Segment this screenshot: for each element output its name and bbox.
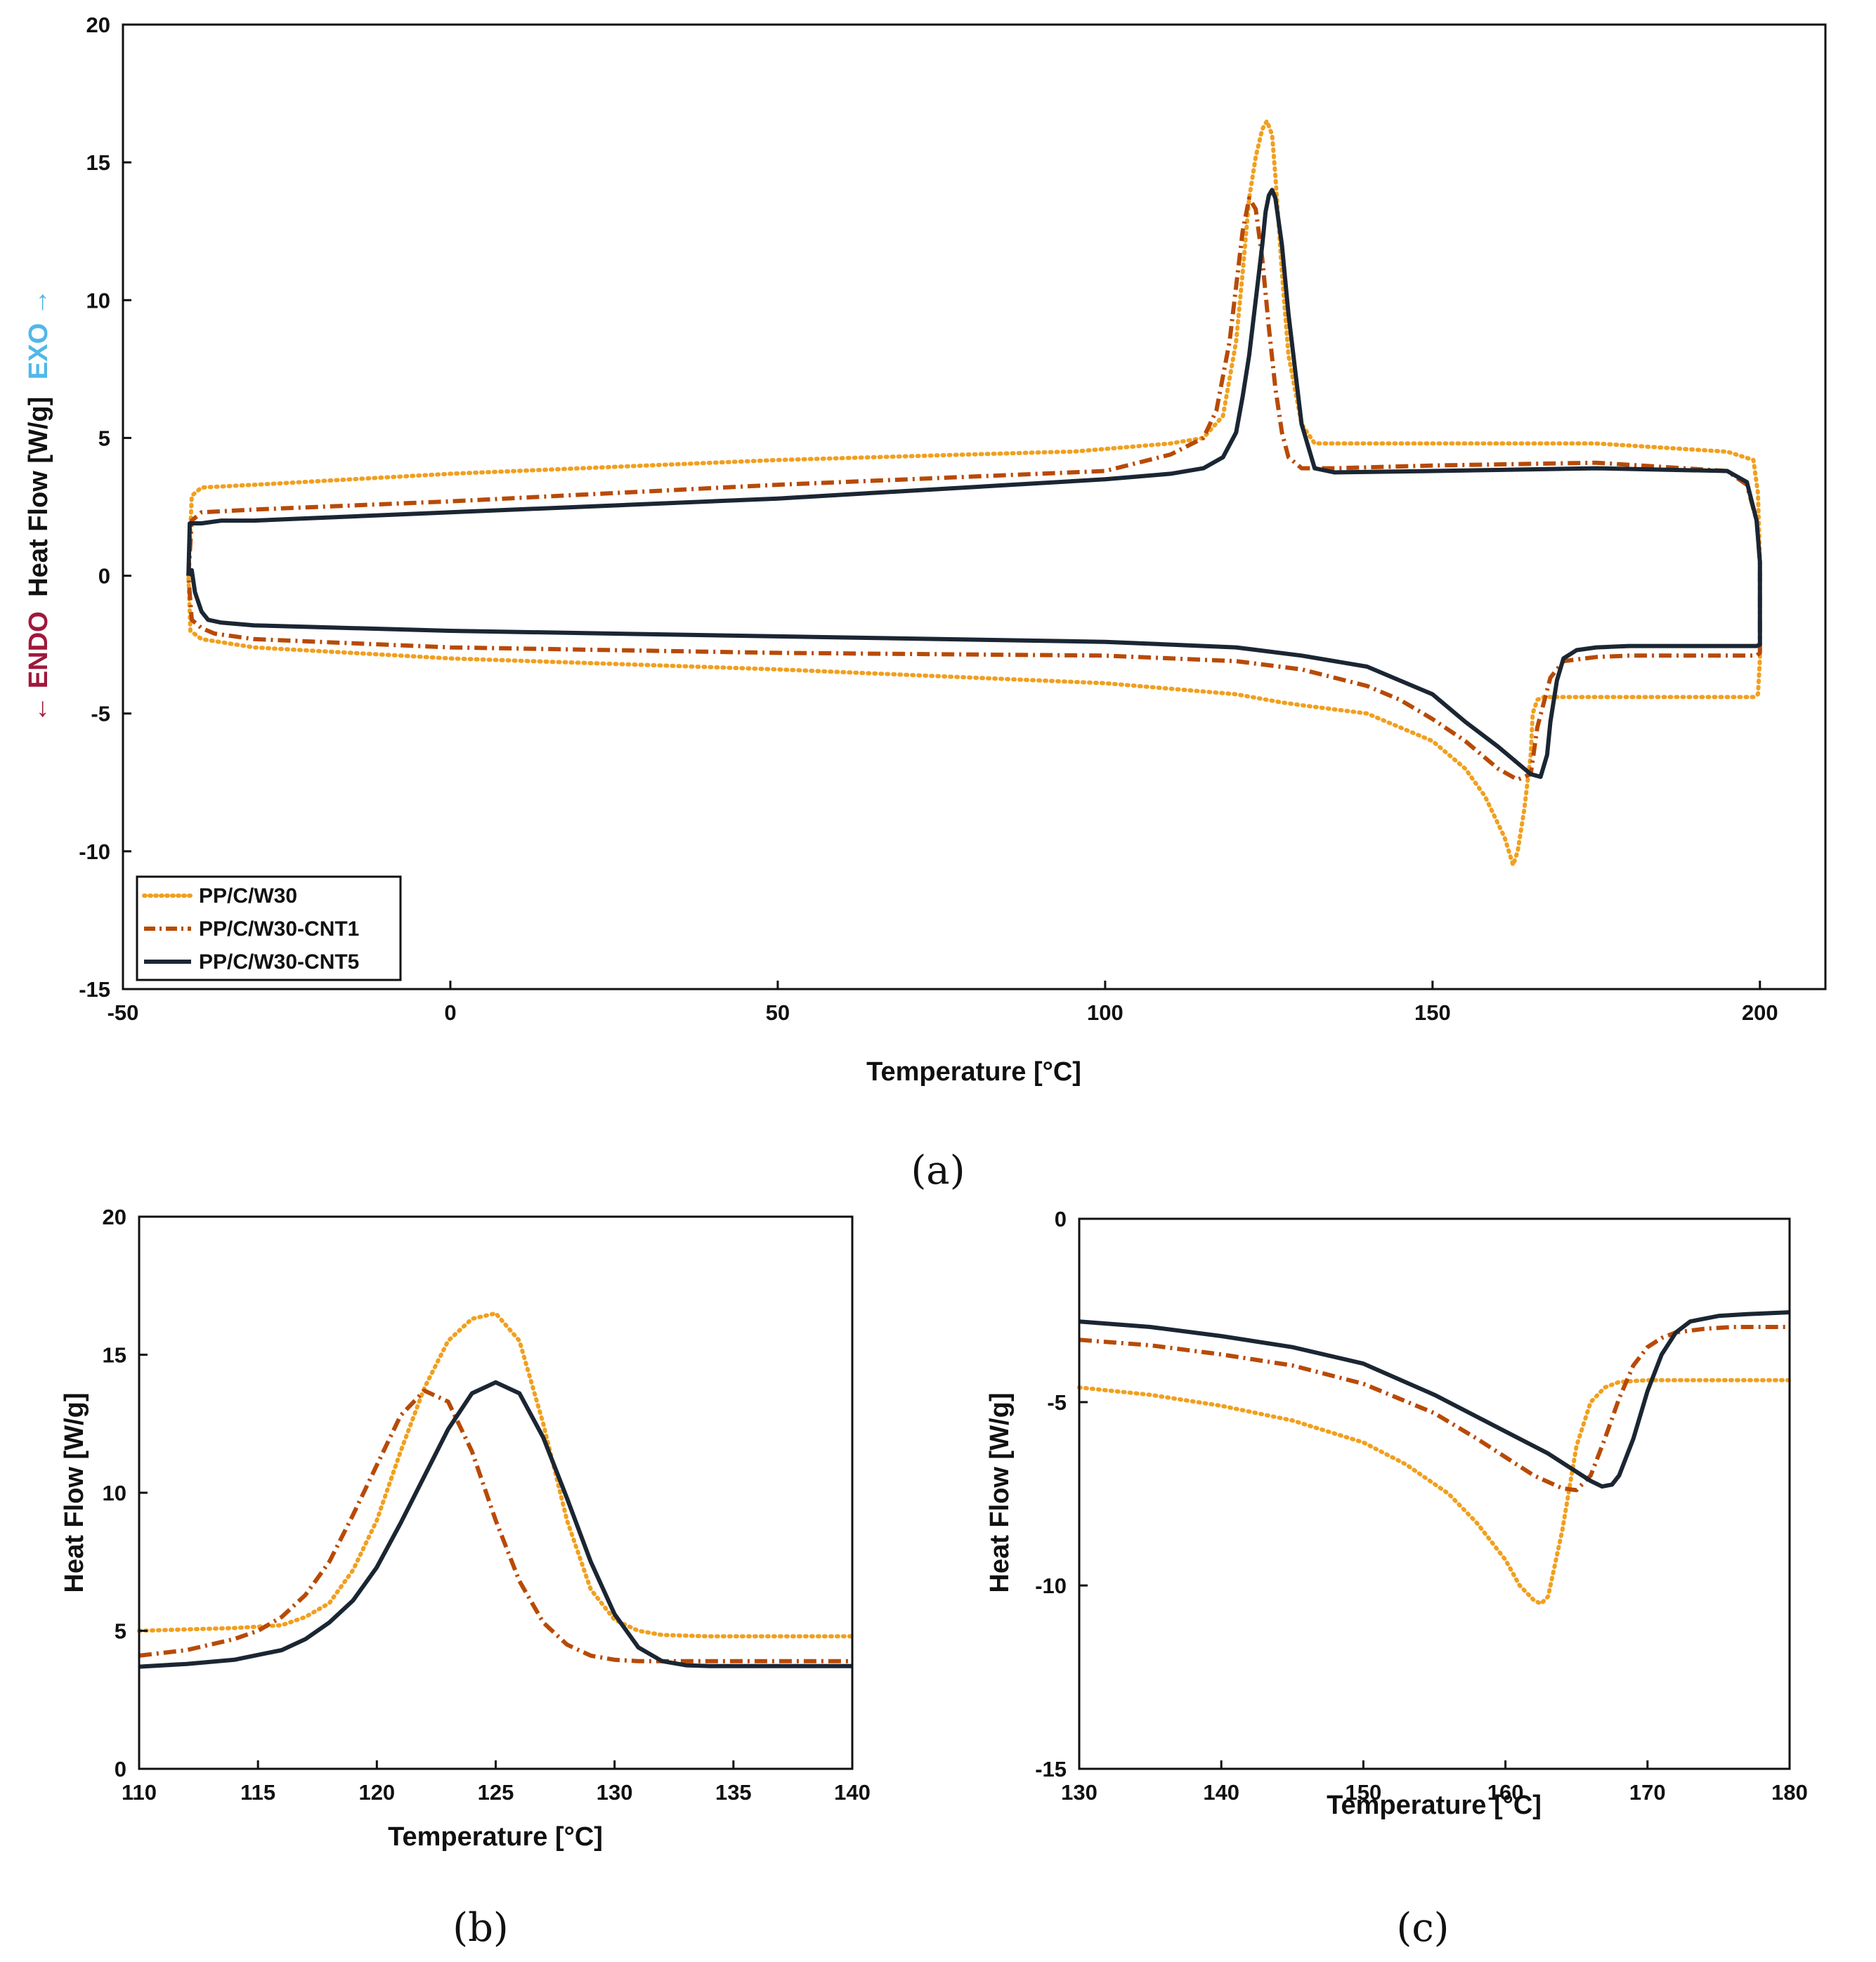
y-tick-label-a: 20	[86, 13, 110, 37]
series-line-c-pp-c-w30	[1077, 1378, 1792, 1607]
x-tick-label-c: 160	[1487, 1780, 1524, 1805]
x-tick-label-c: 150	[1346, 1780, 1382, 1805]
y-axis-title-c: Heat Flow [W/g]	[985, 1393, 1015, 1593]
legend-label-pp-c-w30: PP/C/W30	[199, 884, 297, 908]
series-line-a-pp-c-w30-cnt1	[186, 196, 1762, 782]
exo-label: EXO →	[24, 289, 53, 379]
legend-label-pp-c-w30-cnt1: PP/C/W30-CNT1	[199, 917, 359, 941]
y-tick-label-a: 0	[98, 564, 110, 589]
heat-flow-label: Heat Flow [W/g]	[24, 397, 53, 597]
series-line-c-pp-c-w30-cnt1	[1079, 1325, 1790, 1493]
series-group-a	[186, 119, 1762, 868]
plot-frame-c	[1078, 1217, 1791, 1770]
y-tick-label-c: 0	[1055, 1207, 1067, 1231]
series-line-b-pp-c-w30	[137, 1311, 854, 1639]
y-tick-label-a: 15	[86, 150, 110, 175]
legend-label-pp-c-w30-cnt5: PP/C/W30-CNT5	[199, 950, 359, 974]
x-tick-label-b: 125	[478, 1780, 514, 1805]
chart-panel-c: 130 140 150 160 170 180 -15 -10 -5 0 Temperature …	[985, 1207, 1808, 1951]
endo-label: ← ENDO	[24, 611, 53, 722]
series-line-b-pp-c-w30-cnt5	[138, 1380, 852, 1669]
x-axis-title-a: Temperature [°C]	[866, 1057, 1081, 1087]
x-tick-label-a: 150	[1414, 1000, 1451, 1025]
y-tick-label-c: -10	[1035, 1574, 1067, 1598]
y-tick-label-b: 10	[103, 1481, 126, 1505]
caption-a: (a)	[911, 1148, 965, 1193]
y-tick-label-b: 20	[103, 1205, 126, 1229]
x-tick-label-b: 140	[834, 1780, 871, 1805]
series-group-c	[1077, 1310, 1792, 1607]
y-tick-label-a: -10	[79, 839, 110, 864]
y-tick-label-a: 5	[98, 426, 110, 450]
series-group-b	[137, 1311, 854, 1669]
x-tick-label-c: 130	[1061, 1780, 1097, 1805]
y-tick-label-b: 5	[115, 1619, 126, 1644]
x-tick-label-b: 130	[597, 1780, 633, 1805]
y-axis-title-b: Heat Flow [W/g]	[60, 1393, 89, 1593]
x-tick-label-a: 50	[766, 1000, 790, 1025]
tick-labels-c: 130 140 150 160 170 180 -15 -10 -5 0	[1035, 1207, 1808, 1805]
x-tick-label-a: -50	[108, 1000, 139, 1025]
series-line-b-pp-c-w30-cnt1	[138, 1388, 852, 1663]
tick-labels-b: 110 115 120 125 130 135 140 0 5 10 15 20	[103, 1205, 871, 1805]
y-tick-label-c: -5	[1047, 1390, 1067, 1415]
y-tick-label-a: 10	[86, 288, 110, 313]
y-tick-label-b: 15	[103, 1343, 126, 1368]
y-tick-label-c: -15	[1035, 1757, 1067, 1781]
x-tick-label-b: 115	[240, 1780, 275, 1805]
x-tick-label-a: 0	[444, 1000, 456, 1025]
x-tick-label-a: 200	[1742, 1000, 1778, 1025]
legend: PP/C/W30 PP/C/W30-CNT1 PP/C/W30-CNT5	[136, 875, 402, 981]
chart-panel-b: 110 115 120 125 130 135 140 0 5 10 15 20 Temperatur…	[60, 1205, 871, 1951]
y-tick-label-a: -5	[91, 702, 110, 726]
legend-item-pp-c-w30: PP/C/W30	[142, 884, 297, 908]
caption-b: (b)	[452, 1905, 509, 1951]
plot-area-c	[1077, 1217, 1792, 1770]
x-tick-label-c: 140	[1203, 1780, 1239, 1805]
plot-area-a	[122, 23, 1827, 990]
x-tick-label-b: 120	[358, 1780, 395, 1805]
x-tick-label-b: 110	[122, 1780, 157, 1805]
legend-item-pp-c-w30-cnt5: PP/C/W30-CNT5	[144, 950, 359, 974]
y-tick-label-a: -15	[79, 977, 110, 1002]
y-tick-label-b: 0	[115, 1757, 126, 1781]
x-tick-label-c: 170	[1629, 1780, 1666, 1805]
y-axis-title-a: ← ENDO Heat Flow [W/g] EXO →	[24, 289, 53, 722]
x-tick-label-a: 100	[1087, 1000, 1123, 1025]
series-line-a-pp-c-w30-cnt5	[186, 188, 1762, 779]
legend-item-pp-c-w30-cnt1: PP/C/W30-CNT1	[144, 917, 359, 941]
x-axis-title-b: Temperature [°C]	[388, 1822, 603, 1852]
x-axis-title-c: Temperature [°C]	[1327, 1791, 1542, 1820]
plot-frame-a	[122, 23, 1827, 990]
x-tick-label-b: 135	[715, 1780, 752, 1805]
caption-c: (c)	[1396, 1905, 1449, 1951]
x-tick-label-c: 180	[1771, 1780, 1808, 1805]
series-line-c-pp-c-w30-cnt5	[1079, 1310, 1790, 1489]
